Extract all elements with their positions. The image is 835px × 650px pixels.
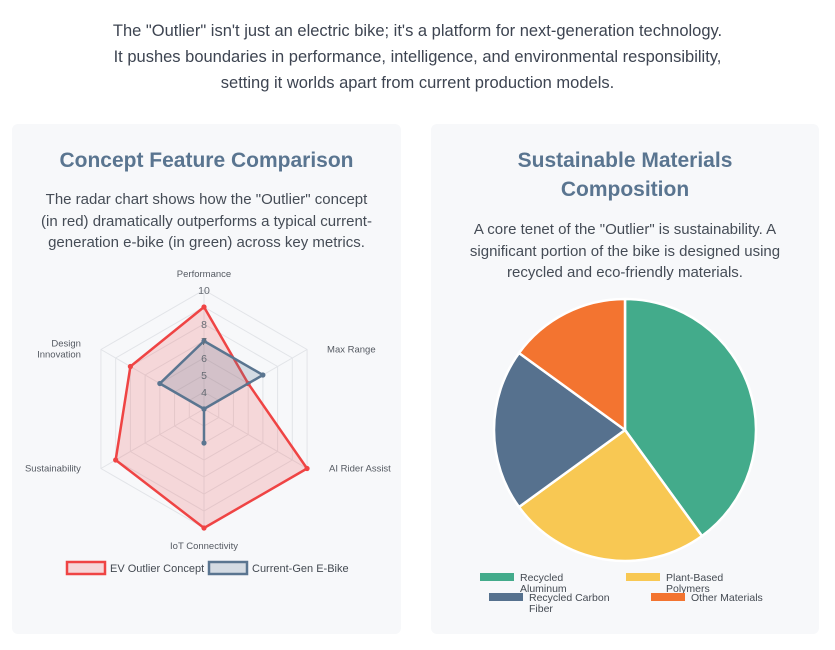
radar-desc-line-1: The radar chart shows how the "Outlier" …	[45, 191, 368, 208]
radar-axis-label-line: AI Rider Assist	[329, 464, 391, 475]
radar-tick-label: 4	[201, 387, 207, 399]
radar-tick-label: 5	[201, 370, 207, 382]
radar-axis-label-iot-connectivity: IoT Connectivity	[170, 541, 238, 552]
radar-legend-swatch	[65, 560, 107, 576]
radar-desc-line-3: generation e-bike (in green) across key …	[48, 234, 365, 251]
radar-legend-swatch	[207, 560, 249, 576]
radar-desc-line-2: (in red) dramatically outperforms a typi…	[41, 212, 372, 230]
radar-tick-label: 7	[201, 336, 207, 348]
radar-point	[201, 406, 207, 412]
radar-card: Concept Feature Comparison The radar cha…	[12, 124, 401, 634]
radar-legend-label: Current-Gen E-Bike	[252, 563, 349, 575]
radar-point	[304, 465, 310, 472]
pie-title-line-2: Composition	[560, 178, 690, 201]
radar-card-title: Concept Feature Comparison	[59, 149, 354, 172]
radar-point	[201, 525, 207, 531]
radar-axis-label-line: IoT Connectivity	[170, 541, 238, 552]
intro-line-1: The "Outlier" isn't just an electric bik…	[112, 22, 723, 40]
radar-legend: EV Outlier Concept Current-Gen E-Bike	[65, 560, 349, 576]
radar-point	[201, 304, 207, 310]
radar-tick-label: 6	[201, 353, 207, 365]
radar-axis-label-line: Sustainability	[25, 464, 81, 475]
radar-axis-label-sustainability: Sustainability	[25, 464, 81, 475]
radar-point	[127, 363, 133, 370]
pie-card-description: A core tenet of the "Outlier" is sustain…	[445, 219, 805, 284]
radar-spoke	[100, 408, 205, 469]
radar-point	[157, 380, 163, 387]
pie-desc-line-2: significant portion of the bike is desig…	[469, 242, 781, 260]
radar-axis-label-ai-rider-assist: AI Rider Assist	[329, 464, 391, 475]
pie-title-line-1: Sustainable Materials	[517, 149, 733, 172]
intro-line-2: It pushes boundaries in performance, int…	[113, 48, 722, 66]
radar-legend-item-current-gen-e-bike: Current-Gen E-Bike	[207, 560, 349, 576]
radar-point	[113, 457, 119, 463]
intro-text: The "Outlier" isn't just an electric bik…	[70, 18, 765, 96]
radar-series-ev-outlier-concept	[113, 304, 310, 531]
radar-tick-label: 8	[201, 319, 207, 331]
radar-axis-label-performance: Performance	[177, 269, 231, 280]
radar-tick-label: 10	[198, 285, 210, 297]
radar-series-current-gen-e-bike	[157, 338, 266, 446]
intro-line-3: setting it worlds apart from current pro…	[220, 74, 615, 92]
radar-axis-label-line: Performance	[177, 269, 231, 280]
radar-legend-item-ev-outlier-concept: EV Outlier Concept	[65, 560, 204, 576]
radar-axis-label-design-innovation: Design Innovation	[37, 339, 81, 361]
pie-card-title: Sustainable Materials Composition	[431, 146, 819, 204]
radar-card-description: The radar chart shows how the "Outlier" …	[26, 189, 387, 254]
radar-point	[201, 440, 207, 446]
radar-axis-label-line: Design	[51, 339, 81, 350]
radar-point	[201, 338, 207, 344]
radar-axis-label-line: Innovation	[37, 350, 81, 361]
radar-axis-label-max-range: Max Range	[327, 345, 376, 356]
radar-legend-label: EV Outlier Concept	[110, 563, 204, 575]
pie-desc-line-1: A core tenet of the "Outlier" is sustain…	[473, 221, 777, 238]
radar-area-ev-outlier-concept	[114, 305, 309, 530]
pie-desc-line-3: recycled and eco-friendly materials.	[507, 264, 743, 281]
radar-point	[260, 372, 266, 378]
radar-spoke	[203, 408, 308, 469]
radar-axis-label-line: Max Range	[327, 345, 376, 356]
